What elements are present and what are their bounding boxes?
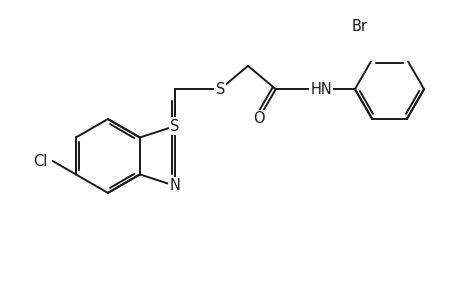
Text: HN: HN xyxy=(309,82,331,97)
Text: Cl: Cl xyxy=(34,154,48,169)
Text: O: O xyxy=(252,111,264,126)
Text: N: N xyxy=(169,178,180,193)
Text: S: S xyxy=(215,82,224,97)
Text: S: S xyxy=(170,118,179,134)
Text: Br: Br xyxy=(351,19,367,34)
